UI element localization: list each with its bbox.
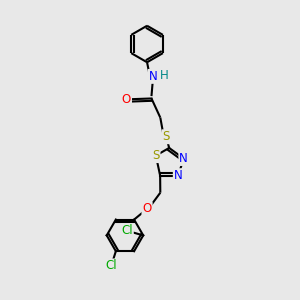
- Text: H: H: [159, 69, 168, 82]
- Text: N: N: [148, 70, 157, 83]
- Text: O: O: [142, 202, 152, 215]
- Text: O: O: [122, 93, 131, 106]
- Text: N: N: [174, 169, 182, 182]
- Text: S: S: [152, 149, 160, 162]
- Text: Cl: Cl: [121, 224, 133, 238]
- Text: Cl: Cl: [106, 260, 117, 272]
- Text: S: S: [163, 130, 170, 143]
- Text: N: N: [179, 152, 188, 165]
